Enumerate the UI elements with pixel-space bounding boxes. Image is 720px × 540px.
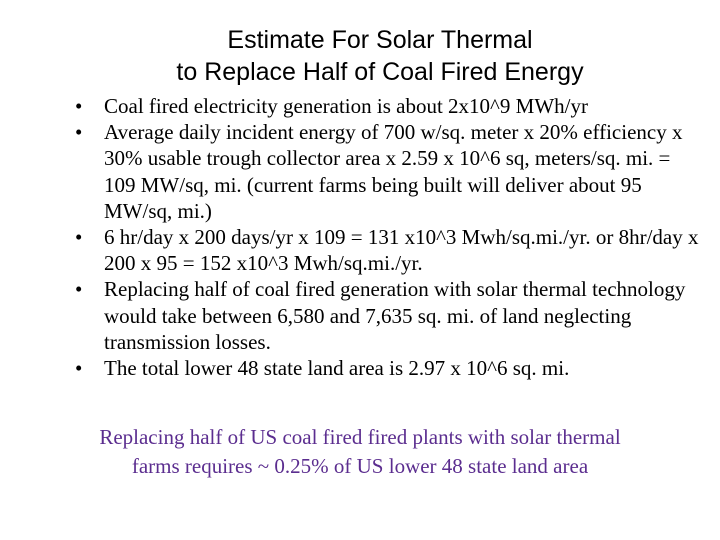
bullet-text: 6 hr/day x 200 days/yr x 109 = 131 x10^3… bbox=[104, 225, 699, 276]
bullet-text: Coal fired electricity generation is abo… bbox=[104, 94, 588, 118]
bullet-item-coal-generation: • Coal fired electricity generation is a… bbox=[75, 93, 705, 119]
conclusion: Replacing half of US coal fired fired pl… bbox=[40, 423, 680, 481]
slide-title-line-1: Estimate For Solar Thermal bbox=[227, 26, 533, 54]
bullet-dot-icon: • bbox=[75, 120, 83, 145]
bullet-text: Average daily incident energy of 700 w/s… bbox=[104, 120, 683, 223]
bullet-dot-icon: • bbox=[75, 94, 83, 118]
slide-title-line-2: to Replace Half of Coal Fired Energy bbox=[176, 58, 584, 86]
bullet-item-annual-output: • 6 hr/day x 200 days/yr x 109 = 131 x10… bbox=[75, 224, 705, 276]
bullet-dot-icon: • bbox=[75, 277, 83, 302]
bullet-dot-icon: • bbox=[75, 225, 83, 250]
bullet-item-incident-energy: • Average daily incident energy of 700 w… bbox=[75, 119, 705, 224]
conclusion-line-1: Replacing half of US coal fired fired pl… bbox=[99, 425, 621, 449]
bullet-dot-icon: • bbox=[75, 356, 83, 381]
bullet-text: The total lower 48 state land area is 2.… bbox=[104, 356, 570, 381]
bullet-item-land-required: • Replacing half of coal fired generatio… bbox=[75, 276, 705, 355]
bullet-item-total-land-area: • The total lower 48 state land area is … bbox=[75, 355, 705, 381]
bullet-text: Replacing half of coal fired generation … bbox=[104, 277, 686, 354]
slide-title: Estimate For Solar Thermal to Replace Ha… bbox=[40, 24, 720, 88]
conclusion-line-2: farms requires ~ 0.25% of US lower 48 st… bbox=[131, 454, 589, 478]
bullet-list: • Coal fired electricity generation is a… bbox=[75, 93, 705, 381]
